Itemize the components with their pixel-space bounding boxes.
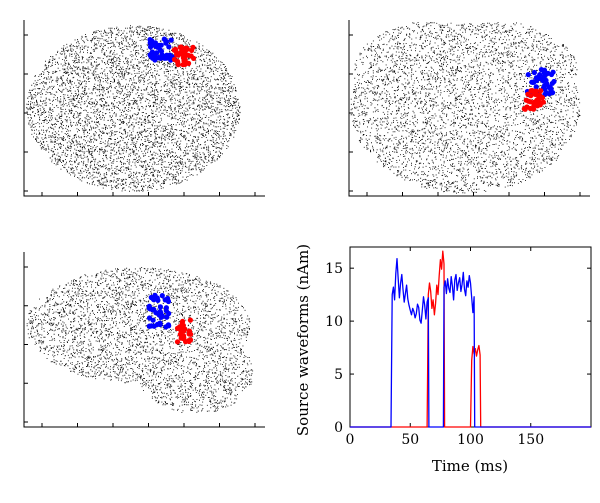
x-axis-title: Time (ms) bbox=[432, 457, 508, 475]
blue-source-side bbox=[146, 292, 172, 330]
source-dot bbox=[178, 329, 185, 335]
source-dot bbox=[150, 317, 156, 323]
source-dot bbox=[165, 322, 171, 328]
source-dot bbox=[151, 306, 157, 313]
source-dot bbox=[538, 88, 544, 94]
source-dot bbox=[152, 292, 158, 298]
source-dot bbox=[146, 303, 152, 309]
y-tick-label: 5 bbox=[334, 367, 343, 383]
series-line-blue bbox=[350, 257, 591, 428]
source-dot bbox=[537, 92, 543, 98]
source-dot bbox=[529, 79, 535, 85]
x-tick-label: 50 bbox=[401, 432, 419, 448]
source-dot bbox=[533, 84, 539, 90]
source-dot bbox=[189, 47, 195, 54]
source-dot bbox=[148, 44, 154, 50]
source-dot bbox=[166, 44, 172, 50]
source-dot bbox=[528, 88, 534, 94]
panel-back-view bbox=[348, 20, 590, 197]
panel-back-view-ticks bbox=[349, 34, 581, 196]
panel-side-view-axes bbox=[23, 252, 265, 428]
source-dot bbox=[543, 90, 549, 96]
source-dot bbox=[157, 308, 163, 315]
brain-cloud-side bbox=[26, 267, 254, 413]
source-dot bbox=[188, 331, 194, 337]
source-dot bbox=[527, 105, 534, 112]
source-dot bbox=[167, 52, 173, 58]
panel-side-view bbox=[23, 252, 265, 428]
source-dot bbox=[178, 49, 184, 55]
source-dot bbox=[173, 47, 179, 53]
waveform-series bbox=[350, 250, 591, 428]
source-dot bbox=[174, 339, 181, 345]
panel-side-view-ticks bbox=[24, 266, 256, 427]
source-dot bbox=[177, 44, 183, 51]
source-dot bbox=[182, 61, 188, 67]
source-dot bbox=[525, 98, 532, 104]
series-line-red bbox=[350, 250, 591, 428]
source-dot bbox=[163, 305, 169, 311]
y-tick-label: 15 bbox=[325, 261, 343, 277]
source-dot bbox=[163, 38, 169, 44]
source-dot bbox=[157, 304, 163, 310]
source-dot bbox=[537, 99, 543, 106]
source-dot bbox=[152, 57, 158, 63]
x-tick-label: 0 bbox=[346, 432, 355, 448]
source-dot bbox=[175, 58, 181, 65]
panel-top-view-ticks bbox=[24, 34, 256, 196]
x-tick-label: 150 bbox=[517, 432, 544, 448]
waveform-chart: 0 50 100 150 0 5 10 15 Time (ms) Source wavefor… bbox=[294, 244, 592, 475]
waveform-ticks: 0 50 100 150 0 5 10 15 bbox=[325, 247, 591, 448]
y-axis-title: Source waveforms (nAm) bbox=[294, 244, 312, 436]
source-dot bbox=[178, 324, 184, 330]
source-dot bbox=[187, 317, 193, 323]
source-dot bbox=[186, 338, 192, 345]
source-dot bbox=[147, 39, 154, 46]
source-dot bbox=[534, 76, 541, 82]
source-dot bbox=[191, 55, 197, 62]
cloud-dots bbox=[26, 267, 254, 413]
source-dot bbox=[549, 80, 556, 86]
source-dot bbox=[159, 54, 165, 60]
cloud-dots bbox=[350, 22, 581, 194]
source-dot bbox=[168, 37, 174, 43]
source-dot bbox=[164, 314, 170, 320]
source-dot bbox=[544, 81, 550, 87]
panel-top-view-axes bbox=[23, 20, 265, 197]
source-dot bbox=[550, 90, 556, 96]
x-tick-label: 100 bbox=[457, 432, 484, 448]
red-source-top bbox=[171, 44, 197, 68]
red-source-back bbox=[521, 88, 547, 112]
source-dot bbox=[159, 293, 165, 299]
y-tick-label: 0 bbox=[334, 420, 343, 436]
panel-top-view bbox=[23, 20, 265, 197]
source-dot bbox=[148, 53, 154, 59]
source-dot bbox=[538, 76, 544, 82]
source-dot bbox=[525, 72, 531, 78]
brain-cloud-back bbox=[350, 22, 581, 194]
source-dot bbox=[533, 91, 539, 98]
source-dot bbox=[152, 40, 158, 46]
source-dot bbox=[157, 320, 163, 326]
cloud-dots bbox=[26, 25, 241, 192]
source-dot bbox=[174, 52, 180, 58]
source-dot bbox=[522, 106, 528, 112]
source-dot bbox=[531, 69, 538, 76]
blue-source-top bbox=[147, 36, 177, 63]
brain-cloud-top bbox=[26, 25, 241, 192]
source-dot bbox=[544, 71, 550, 77]
source-dot bbox=[550, 69, 556, 75]
red-source-side bbox=[174, 317, 194, 345]
y-tick-label: 10 bbox=[325, 314, 343, 330]
source-dot bbox=[162, 297, 168, 303]
source-dot bbox=[149, 323, 155, 329]
panel-back-view-axes bbox=[348, 20, 590, 197]
source-dot bbox=[531, 99, 537, 105]
